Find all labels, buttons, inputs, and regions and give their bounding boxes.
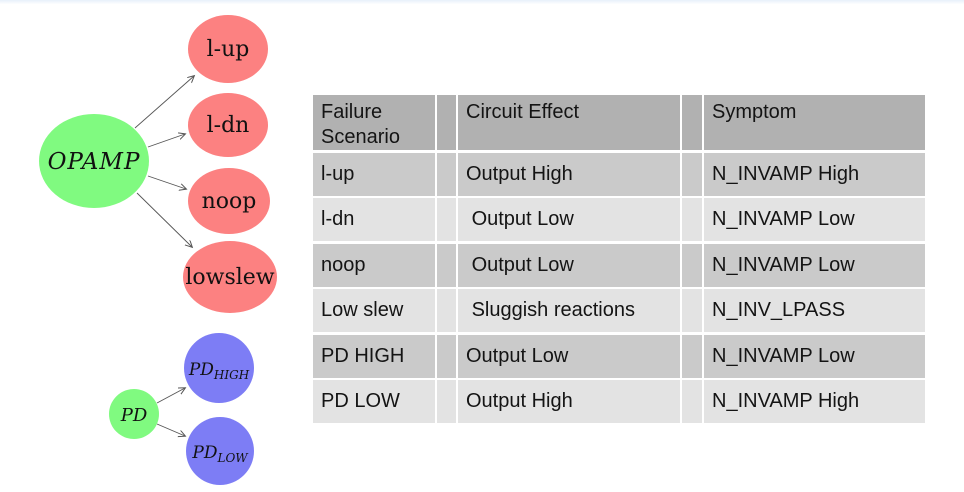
table-spacer-cell — [682, 289, 702, 332]
cell-symptom: N_INVAMP Low — [704, 198, 925, 241]
node-noop — [188, 168, 270, 234]
pd-low-subscript: LOW — [216, 451, 249, 465]
node-opamp-label: OPAMP — [48, 149, 141, 175]
cell-symptom: N_INVAMP High — [704, 152, 925, 196]
edge-opamp-lup — [134, 76, 194, 129]
node-lowslew — [183, 241, 277, 313]
table-spacer-cell — [437, 95, 456, 150]
edge-opamp-lowslew — [136, 192, 192, 247]
cell-effect: Output High — [458, 380, 680, 423]
cell-scenario: PD HIGH — [313, 334, 435, 378]
cell-symptom: N_INVAMP High — [704, 380, 925, 423]
top-accent-bar — [0, 0, 964, 4]
table-spacer-cell — [437, 289, 456, 332]
table-spacer-cell — [682, 334, 702, 378]
cell-effect: Output Low — [458, 334, 680, 378]
header-symptom: Symptom — [704, 95, 925, 150]
node-lowslew-label: lowslew — [185, 265, 274, 290]
pd-high-main: PD — [188, 360, 214, 380]
cell-effect: Output Low — [458, 243, 680, 287]
node-pd-label: PD — [120, 405, 148, 426]
table-spacer-cell — [437, 334, 456, 378]
node-pd — [109, 389, 159, 439]
edge-opamp-noop — [147, 175, 186, 189]
node-pd-high — [184, 333, 254, 403]
table-spacer-cell — [437, 152, 456, 196]
node-l-up-label: l-up — [207, 37, 250, 62]
failure-scenario-table: Failure Scenario Circuit Effect Symptom … — [313, 95, 925, 423]
node-l-up — [188, 15, 268, 83]
cell-scenario: noop — [313, 243, 435, 287]
edge-pd-pdhigh — [156, 388, 185, 404]
table-spacer-cell — [437, 380, 456, 423]
node-noop-label: noop — [202, 189, 257, 214]
pd-high-subscript: HIGH — [213, 368, 250, 382]
table-spacer-cell — [437, 198, 456, 241]
table-spacer-cell — [682, 380, 702, 423]
cell-scenario: Low slew — [313, 289, 435, 332]
table-spacer-cell — [682, 152, 702, 196]
table-spacer-cell — [682, 95, 702, 150]
edge-pd-pdlow — [156, 423, 185, 436]
edge-opamp-ldn — [147, 134, 185, 148]
header-circuit-effect: Circuit Effect — [458, 95, 680, 150]
cell-scenario: PD LOW — [313, 380, 435, 423]
header-failure-scenario: Failure Scenario — [313, 95, 435, 150]
fault-tree-diagram: OPAMP l-up l-dn noop lowslew PD PDHIGH P… — [39, 15, 277, 485]
cell-effect: Output Low — [458, 198, 680, 241]
pd-low-main: PD — [191, 443, 217, 463]
table-spacer-cell — [437, 243, 456, 287]
node-pd-low-label: PDLOW — [191, 443, 249, 465]
cell-effect: Output High — [458, 152, 680, 196]
node-l-dn — [188, 93, 268, 157]
table-spacer-cell — [682, 198, 702, 241]
cell-symptom: N_INVAMP Low — [704, 334, 925, 378]
cell-symptom: N_INV_LPASS — [704, 289, 925, 332]
cell-scenario: l-dn — [313, 198, 435, 241]
table-spacer-cell — [682, 243, 702, 287]
node-l-dn-label: l-dn — [207, 113, 250, 138]
node-opamp — [39, 114, 149, 208]
node-pd-low — [186, 417, 254, 485]
cell-effect: Sluggish reactions — [458, 289, 680, 332]
cell-scenario: l-up — [313, 152, 435, 196]
cell-symptom: N_INVAMP Low — [704, 243, 925, 287]
node-pd-high-label: PDHIGH — [188, 360, 250, 382]
